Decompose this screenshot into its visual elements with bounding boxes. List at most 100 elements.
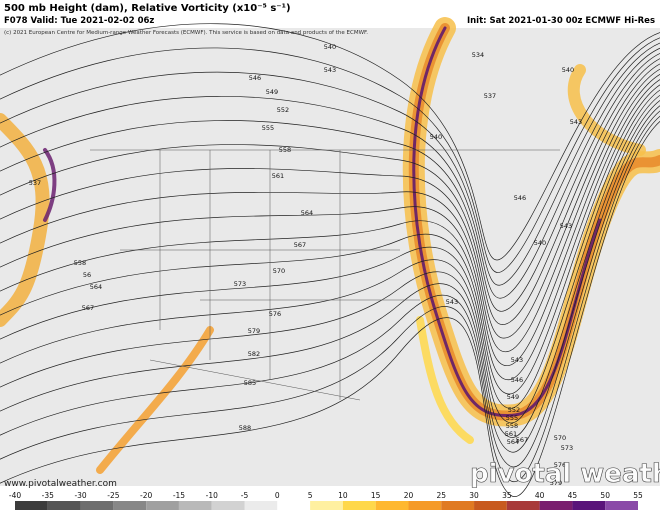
contour-label: 573	[561, 444, 573, 452]
vorticity-swath	[0, 113, 50, 327]
contour-label: 561	[272, 172, 284, 180]
colorbar-tick-label: -20	[140, 491, 152, 500]
colorbar-segment	[211, 501, 245, 510]
vorticity-swath	[96, 326, 214, 474]
contour-label: 540	[324, 43, 336, 51]
colorbar-tick-label: 0	[275, 491, 280, 500]
colorbar-tick-label: 25	[436, 491, 446, 500]
height-contour	[0, 89, 660, 409]
colorbar-segment	[572, 501, 606, 510]
height-contour	[0, 105, 660, 453]
height-contour	[0, 100, 660, 438]
colorbar-segment	[310, 501, 343, 510]
height-contour	[0, 121, 660, 497]
height-contour	[0, 94, 660, 424]
colorbar-segment	[474, 501, 507, 510]
colorbar-tick-label: 35	[502, 491, 512, 500]
watermark: pivotal weather	[470, 459, 660, 489]
colorbar-segment	[113, 501, 147, 510]
contour-label: 543	[560, 222, 572, 230]
colorbar-tick-label: -5	[241, 491, 249, 500]
colorbar-tick-label: -35	[42, 491, 54, 500]
map-layer	[0, 17, 660, 497]
height-contour	[0, 84, 660, 395]
title: 500 mb Height (dam), Relative Vorticity …	[4, 3, 291, 14]
colorbar-segment	[80, 501, 114, 510]
colorbar-segment	[178, 501, 212, 510]
height-contour	[0, 63, 660, 339]
contour-label: 555	[262, 124, 274, 132]
colorbar-segment	[506, 501, 540, 510]
contour-label: 576	[554, 461, 566, 469]
contour-label: 540	[430, 133, 442, 141]
contour-label: 546	[514, 194, 526, 202]
colorbar-segment	[605, 501, 638, 510]
vorticity-swath	[43, 148, 57, 222]
height-contour	[0, 47, 660, 299]
contour-label: 564	[301, 209, 313, 217]
colorbar-tick-label: 30	[469, 491, 479, 500]
contour-label: 543	[324, 66, 336, 74]
contour-label: 552	[508, 406, 520, 414]
colorbar-segment	[539, 501, 573, 510]
contour-label: 588	[239, 424, 251, 432]
contour-label: 585	[244, 379, 256, 387]
height-contour	[0, 73, 660, 366]
contour-label: 576	[269, 310, 281, 318]
contour-label: 537	[29, 179, 41, 187]
contour-label: 543	[570, 118, 582, 126]
colorbar-tick-label: -25	[107, 491, 119, 500]
colorbar-tick-label: 20	[404, 491, 414, 500]
contour-label: 564	[90, 283, 102, 291]
height-contour	[0, 37, 660, 273]
contour-label: 558	[74, 259, 86, 267]
contour-label: 534	[472, 51, 484, 59]
colorbar-tick-label: 55	[633, 491, 643, 500]
contour-label: 567	[294, 241, 306, 249]
copyright: (c) 2021 European Centre for Medium-rang…	[4, 30, 368, 36]
map-background	[0, 28, 660, 486]
height-contour	[0, 68, 660, 353]
colorbar-segment	[342, 501, 376, 510]
colorbar-tick-label: 10	[338, 491, 348, 500]
colorbar-segment	[441, 501, 475, 510]
height-contour	[0, 110, 660, 468]
contour-label: 549	[507, 393, 519, 401]
colorbar-segment	[146, 501, 179, 510]
contour-label: 570	[554, 434, 566, 442]
colorbar-tick-label: 50	[600, 491, 610, 500]
colorbar-tick-label: 15	[371, 491, 381, 500]
height-contour	[0, 53, 660, 312]
colorbar-tick-label: 40	[535, 491, 545, 500]
colorbar-tick-label: -15	[173, 491, 185, 500]
contour-label: 582	[248, 350, 260, 358]
contour-label: 549	[266, 88, 278, 96]
contour-label: 567	[516, 436, 528, 444]
contour-label: 567	[82, 304, 94, 312]
contour-label: 570	[273, 267, 285, 275]
contour-label: 579	[550, 479, 562, 487]
contour-label: 579	[248, 327, 260, 335]
contour-label: 558	[279, 146, 291, 154]
colorbar-segment	[47, 501, 81, 510]
colorbar-tick-label: 45	[568, 491, 578, 500]
contour-label: 543	[446, 298, 458, 306]
contour-label: 564	[507, 438, 519, 446]
colorbar-segment	[408, 501, 442, 510]
colorbar-tick-label: -30	[74, 491, 86, 500]
colorbar-tick-label: 5	[308, 491, 313, 500]
contour-label: 537	[484, 92, 496, 100]
contour-label: 540	[534, 239, 546, 247]
colorbar-segment	[15, 501, 48, 510]
border	[149, 359, 361, 401]
colorbar-segment	[277, 501, 311, 510]
height-contour	[0, 42, 660, 286]
contour-label: 56	[83, 271, 91, 279]
contour-label: 555	[506, 414, 518, 422]
contour-label: 540	[562, 66, 574, 74]
colorbar-segment	[244, 501, 278, 510]
height-contour	[0, 115, 660, 483]
website: www.pivotalweather.com	[4, 479, 117, 489]
contour-label: 552	[277, 106, 289, 114]
